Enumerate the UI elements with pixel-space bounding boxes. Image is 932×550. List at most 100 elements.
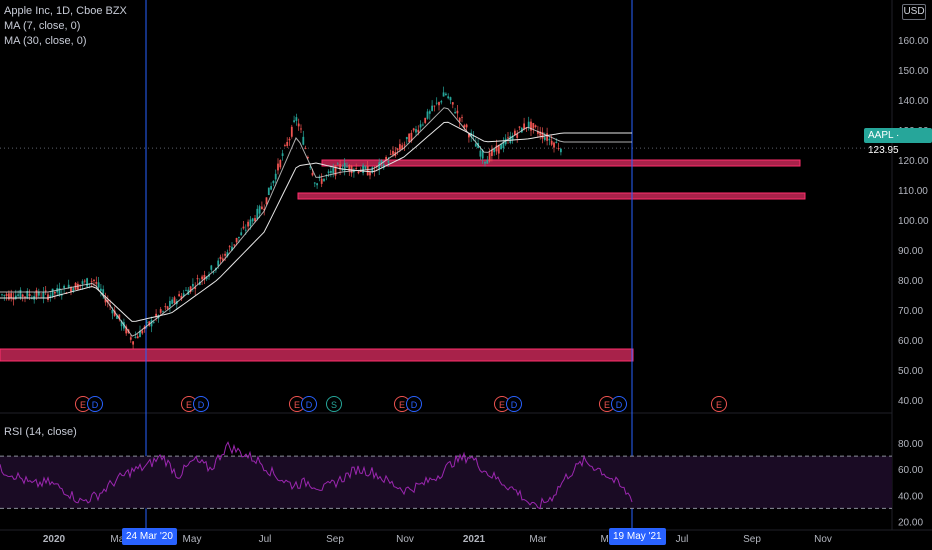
candle-body [242, 226, 245, 229]
candle-body [279, 160, 282, 168]
event-marker-d [87, 396, 103, 412]
candle-body [139, 330, 141, 338]
price-tick-label: 100.00 [898, 216, 929, 227]
candle-body [5, 294, 8, 296]
price-tick-label: 150.00 [898, 66, 929, 77]
candle-body [355, 168, 358, 169]
candle-body [300, 128, 302, 130]
candle-body [63, 285, 65, 289]
rsi-tick-label: 80.00 [898, 439, 923, 450]
candle-body [332, 168, 335, 174]
candle-body [527, 121, 530, 128]
candle-body [169, 300, 171, 307]
price-tick-label: 140.00 [898, 96, 929, 107]
candle-body [474, 143, 477, 147]
event-marker-label: S [331, 400, 337, 410]
candle-body [486, 160, 489, 164]
time-tick-label: May [183, 534, 202, 545]
price-tick-label: 60.00 [898, 336, 923, 347]
currency-button[interactable]: USD [902, 4, 926, 20]
date-marker-start[interactable]: 24 Mar '20 [122, 528, 177, 545]
candle-body [396, 148, 399, 151]
candle-body [389, 153, 392, 155]
candle-body [433, 105, 436, 107]
candle-body [410, 132, 413, 141]
candle-body [83, 280, 86, 282]
candle-body [10, 293, 13, 299]
candle-body [304, 148, 307, 149]
candle-body [426, 111, 429, 119]
candle-body [267, 187, 270, 196]
candle-body [95, 282, 98, 284]
candle-body [311, 172, 314, 176]
candle-body [539, 131, 542, 136]
candle-body [180, 295, 183, 300]
moving-averages [0, 107, 632, 337]
candle-body [146, 322, 148, 323]
rsi-label: RSI (14, close) [4, 426, 77, 438]
candle-body [21, 294, 24, 297]
time-tick-label: Mar [110, 534, 128, 545]
ma-30-line [0, 121, 632, 322]
candle-body [346, 166, 348, 168]
candle-body [419, 124, 422, 128]
candle-body [178, 294, 180, 297]
date-marker-lines [145, 0, 633, 530]
candle-body [226, 252, 229, 257]
candle-body [415, 129, 417, 133]
candle-body [281, 153, 284, 157]
legend-ma-long: MA (30, close, 0) [4, 35, 87, 47]
price-tick-label: 80.00 [898, 276, 923, 287]
candle-body [72, 288, 75, 292]
candle-body [233, 244, 236, 246]
candle-body [518, 126, 521, 128]
candle-body [440, 101, 443, 103]
candle-body [58, 288, 61, 296]
candle-body [327, 171, 330, 174]
candle-body [49, 295, 52, 298]
candle-body [468, 133, 470, 138]
candle-body [380, 160, 383, 163]
candle-body [454, 111, 456, 114]
candle-body [500, 143, 502, 150]
candle-body [171, 299, 174, 304]
candle-body [422, 124, 424, 126]
candle-body [438, 102, 440, 106]
candle-body [116, 315, 118, 319]
price-tick-label: 120.00 [898, 156, 929, 167]
candle-body [491, 149, 493, 156]
candle-body [44, 290, 47, 292]
candle-body [537, 131, 539, 134]
time-tick-label: Nov [396, 534, 414, 545]
candle-body [28, 293, 31, 297]
price-tick-label: 40.00 [898, 396, 923, 407]
candle-body [445, 93, 447, 96]
candle-body [334, 165, 337, 176]
event-marker-d [611, 396, 627, 412]
candle-body [371, 167, 374, 173]
candle-body [97, 282, 100, 288]
candle-body [159, 309, 162, 313]
candle-body [265, 197, 268, 205]
event-marker-d [301, 396, 317, 412]
event-marker-label: E [716, 400, 722, 410]
candle-body [348, 164, 351, 171]
candle-body [189, 286, 192, 292]
candle-body [205, 276, 208, 280]
rsi-line [0, 441, 633, 510]
candle-body [14, 295, 17, 299]
candle-body [106, 299, 109, 303]
candle-body [424, 117, 427, 123]
event-marker-label: E [499, 400, 505, 410]
candle-body [1, 294, 3, 296]
candle-body [185, 289, 187, 291]
event-marker-label: E [186, 400, 192, 410]
event-marker-label: D [616, 400, 623, 410]
candle-body [162, 311, 164, 312]
event-marker-d [406, 396, 422, 412]
candle-body [392, 150, 394, 155]
date-marker-end[interactable]: 19 May '21 [609, 528, 666, 545]
candle-body [238, 236, 240, 239]
candle-body [284, 145, 286, 146]
